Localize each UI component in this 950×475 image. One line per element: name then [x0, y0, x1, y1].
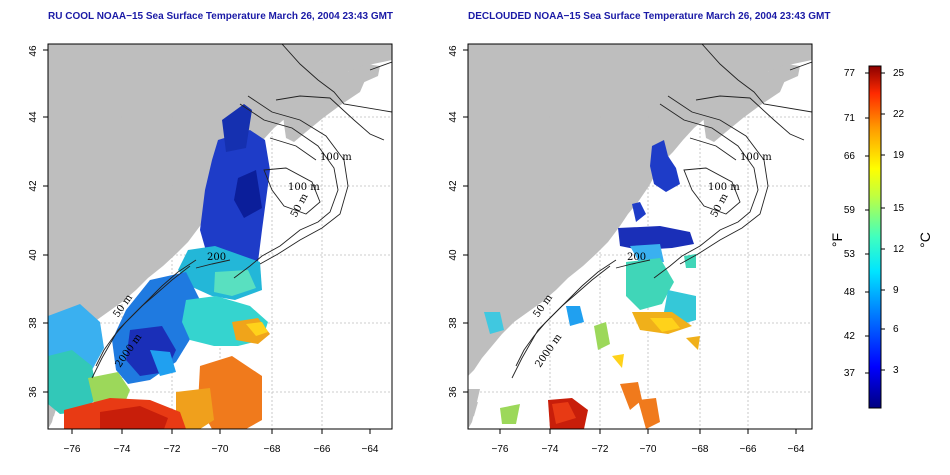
c-tick-25: 25 — [893, 68, 905, 79]
f-tick-77: 77 — [844, 68, 856, 79]
right-map-frame — [467, 43, 813, 430]
x-tick-64: −64 — [362, 444, 379, 455]
x-tick-72: −72 — [164, 444, 181, 455]
left-map-panel: 100 m 100 m 50 m 200 50 m 2000 m 46 44 4… — [28, 43, 393, 455]
x-tick-70: −70 — [640, 444, 657, 455]
contour-label-200: 200 — [627, 252, 646, 263]
c-tick-19: 19 — [893, 150, 905, 161]
f-tick-42: 42 — [844, 331, 856, 342]
colorbar-gradient — [868, 65, 882, 409]
contour-label-200: 200 — [207, 252, 226, 263]
c-tick-12: 12 — [893, 244, 905, 255]
y-tick-46: 46 — [448, 45, 459, 57]
y-tick-40: 40 — [448, 249, 459, 261]
x-tick-64: −64 — [788, 444, 805, 455]
y-tick-46: 46 — [28, 45, 39, 57]
x-tick-70: −70 — [212, 444, 229, 455]
right-y-axis-labels: 46 44 42 40 38 36 — [448, 45, 459, 398]
contour-label-100m-b: 100 m — [708, 182, 740, 193]
x-tick-76: −76 — [492, 444, 509, 455]
c-tick-22: 22 — [893, 109, 905, 120]
fahrenheit-unit-label: °F — [829, 233, 845, 247]
temperature-colorbar: 77 71 66 59 53 48 42 37 25 22 19 15 12 9… — [829, 65, 933, 409]
bathymetry-contours — [91, 44, 392, 379]
y-tick-36: 36 — [28, 386, 39, 398]
c-tick-9: 9 — [893, 285, 899, 296]
x-tick-68: −68 — [264, 444, 281, 455]
y-tick-42: 42 — [448, 180, 459, 192]
sst-data-right — [484, 140, 700, 429]
celsius-unit-label: °C — [917, 232, 933, 248]
x-tick-74: −74 — [542, 444, 559, 455]
f-tick-59: 59 — [844, 205, 856, 216]
bathymetry-contours — [511, 44, 812, 379]
left-x-axis-labels: −76 −74 −72 −70 −68 −66 −64 — [64, 444, 379, 455]
y-tick-44: 44 — [448, 111, 459, 123]
y-tick-38: 38 — [28, 317, 39, 329]
f-tick-53: 53 — [844, 249, 856, 260]
c-tick-6: 6 — [893, 324, 899, 335]
f-tick-71: 71 — [844, 113, 856, 124]
f-tick-48: 48 — [844, 287, 856, 298]
right-map-panel: 100 m 100 m 50 m 200 50 m 2000 m 46 44 4… — [448, 43, 813, 455]
f-tick-66: 66 — [844, 151, 856, 162]
right-x-axis-labels: −76 −74 −72 −70 −68 −66 −64 — [492, 444, 805, 455]
contour-label-100m-b: 100 m — [288, 182, 320, 193]
y-tick-40: 40 — [28, 249, 39, 261]
x-tick-74: −74 — [114, 444, 131, 455]
left-y-axis-labels: 46 44 42 40 38 36 — [28, 45, 39, 398]
c-tick-3: 3 — [893, 365, 899, 376]
title-left: RU COOL NOAA−15 Sea Surface Temperature … — [48, 11, 394, 22]
contour-label-100m-a: 100 m — [320, 152, 352, 163]
sst-data-left — [48, 104, 270, 429]
y-tick-36: 36 — [448, 386, 459, 398]
x-tick-66: −66 — [740, 444, 757, 455]
fahrenheit-ticks: 77 71 66 59 53 48 42 37 — [844, 68, 856, 379]
y-tick-44: 44 — [28, 111, 39, 123]
c-tick-15: 15 — [893, 203, 905, 214]
x-tick-66: −66 — [314, 444, 331, 455]
celsius-ticks: 25 22 19 15 12 9 6 3 — [893, 68, 905, 376]
y-tick-38: 38 — [448, 317, 459, 329]
x-tick-72: −72 — [592, 444, 609, 455]
x-tick-76: −76 — [64, 444, 81, 455]
y-tick-42: 42 — [28, 180, 39, 192]
x-tick-68: −68 — [692, 444, 709, 455]
f-tick-37: 37 — [844, 368, 856, 379]
contour-label-100m-a: 100 m — [740, 152, 772, 163]
title-right: DECLOUDED NOAA−15 Sea Surface Temperatur… — [468, 11, 831, 22]
